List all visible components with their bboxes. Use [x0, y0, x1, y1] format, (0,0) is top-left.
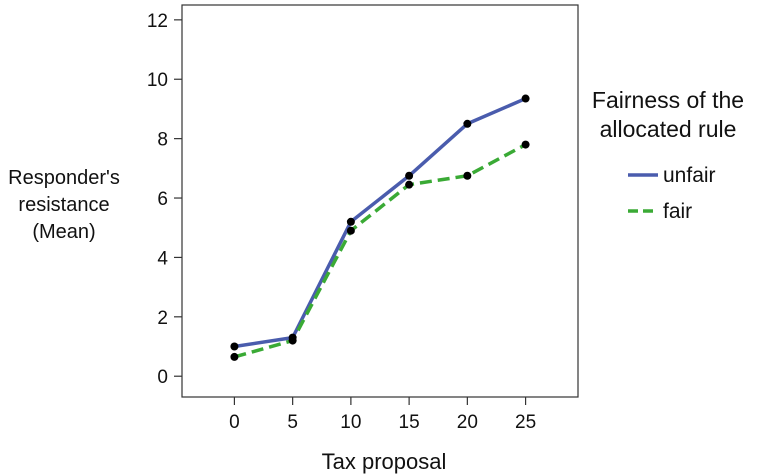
data-point-fair	[346, 226, 355, 235]
series-lines	[233, 96, 527, 359]
data-point-unfair	[463, 119, 472, 128]
y-axis: 0 2 4 6 8 10 12	[147, 11, 182, 388]
data-point-unfair	[521, 94, 530, 103]
x-tick-label: 0	[229, 412, 240, 433]
y-tick-label: 0	[157, 367, 168, 388]
x-tick-label: 15	[399, 412, 420, 433]
y-axis-title-line-1: Responder's	[8, 167, 120, 189]
y-tick-label: 8	[157, 130, 168, 151]
data-point-fair	[230, 352, 239, 361]
legend-label-unfair: unfair	[663, 164, 716, 187]
y-tick-label: 6	[157, 189, 168, 210]
series-line-unfair	[234, 96, 527, 349]
legend-entries: unfair fair	[628, 164, 716, 223]
y-tick-label: 12	[147, 11, 168, 32]
x-axis-title: Tax proposal	[322, 449, 447, 474]
legend-title-line-2: allocated rule	[600, 116, 737, 142]
x-tick-label: 20	[457, 412, 478, 433]
x-axis: 0 5 10 15 20 25	[229, 397, 536, 433]
y-tick-label: 4	[157, 248, 168, 269]
legend-label-fair: fair	[663, 200, 692, 223]
y-tick-label: 10	[147, 70, 168, 91]
data-point-fair	[521, 140, 530, 149]
data-point-unfair	[230, 342, 239, 351]
data-point-unfair	[346, 217, 355, 226]
y-axis-title: Responder's resistance (Mean)	[8, 167, 120, 243]
y-tick-label: 2	[157, 308, 168, 329]
data-point-fair	[463, 171, 472, 180]
data-point-fair	[405, 180, 414, 189]
x-tick-label: 10	[340, 412, 361, 433]
y-axis-title-line-2: resistance	[18, 194, 109, 216]
series-line-fair	[233, 143, 527, 359]
x-tick-label: 25	[515, 412, 536, 433]
y-axis-title-line-3: (Mean)	[32, 221, 95, 243]
data-point-unfair	[405, 171, 414, 180]
data-point-fair	[288, 336, 297, 345]
legend-title-line-1: Fairness of the	[592, 87, 744, 113]
legend: Fairness of the allocated rule unfair fai…	[592, 87, 744, 223]
x-tick-label: 5	[287, 412, 298, 433]
series-markers	[230, 94, 530, 361]
